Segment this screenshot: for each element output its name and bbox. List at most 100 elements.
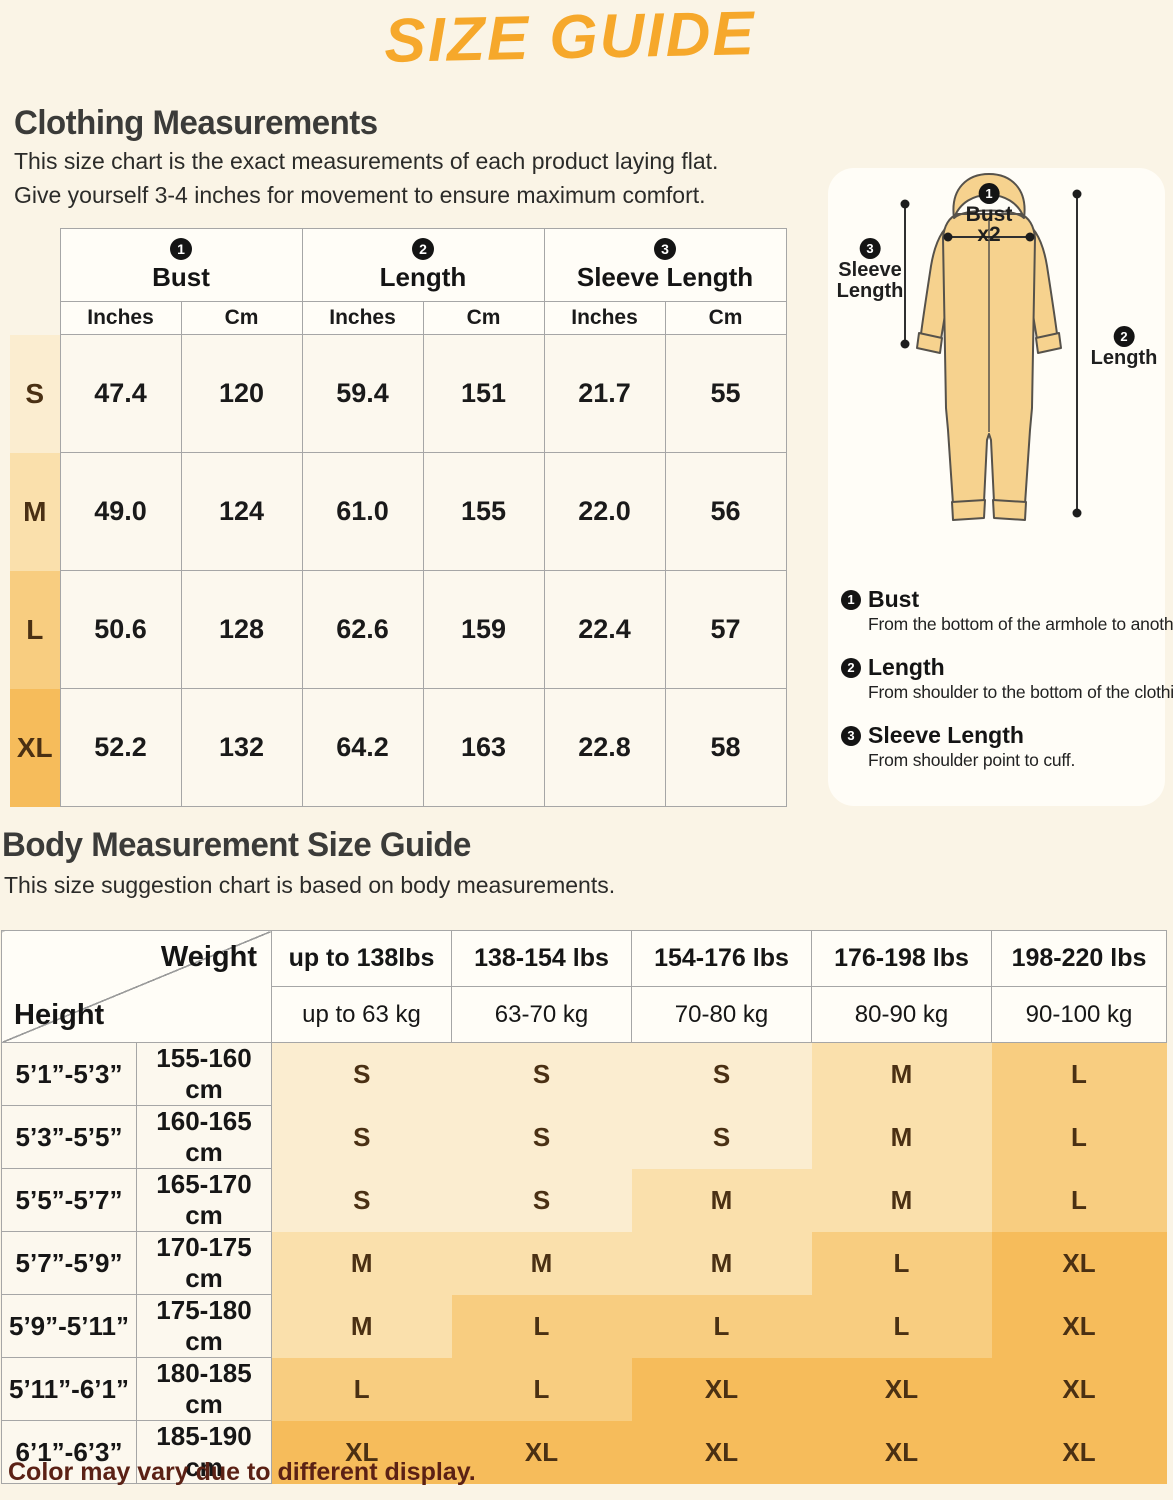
weight-kg-header-row: up to 63 kg 63-70 kg 70-80 kg 80-90 kg 9… xyxy=(2,986,1167,1043)
recommended-size-cell: S xyxy=(271,1105,452,1169)
clothing-section-heading: Clothing Measurements xyxy=(14,104,378,142)
table-row: 6’1”-6’3” 185-190 cm XL XL XL XL XL xyxy=(1,1420,1167,1484)
table-row-size-s: S 47.4 120 59.4 151 21.7 55 xyxy=(10,334,787,453)
recommended-size-cell: L xyxy=(811,1231,992,1295)
height-ft-cell: 5’7”-5’9” xyxy=(1,1231,137,1295)
recommended-size-cell: L xyxy=(451,1357,632,1421)
onesie-hood-rim xyxy=(953,209,1025,219)
recommended-size-cell: L xyxy=(991,1042,1167,1106)
table-row: 5’9”-5’11” 175-180 cm M L L L XL xyxy=(1,1294,1167,1358)
legend-item-sleeve-length: 3 Sleeve Length From shoulder point to c… xyxy=(841,722,1161,771)
number-badge-icon: 1 xyxy=(841,589,861,610)
measurement-value-cell: 56 xyxy=(664,452,787,571)
size-label-cell: XL xyxy=(10,688,60,807)
measurement-value-cell: 59.4 xyxy=(301,334,424,453)
recommended-size-cell: XL xyxy=(991,1294,1167,1358)
bust-label: Bust xyxy=(965,203,1013,226)
column-group-content: 3 Sleeve Length xyxy=(545,238,786,292)
clothing-section-description-line1: This size chart is the exact measurement… xyxy=(14,148,719,174)
unit-header-row: Inches Cm Inches Cm Inches Cm xyxy=(10,301,787,335)
onesie-diagram xyxy=(900,173,1082,521)
measurement-value-cell: 155 xyxy=(422,452,545,571)
legend-title: Sleeve Length xyxy=(868,722,1024,748)
legend-head: 3 Sleeve Length xyxy=(841,722,1161,749)
legend-head: 2 Length xyxy=(841,654,1161,681)
body-measurement-table: Weight Height up to 138lbs 138-154 lbs 1… xyxy=(1,930,1167,1484)
height-ft-cell: 5’5”-5’7” xyxy=(1,1168,137,1232)
sleeve-label-line2: Length xyxy=(836,280,904,302)
recommended-size-cell: S xyxy=(631,1105,812,1169)
number-badge-icon: 3 xyxy=(841,725,861,746)
recommended-size-cell: L xyxy=(811,1294,992,1358)
measurement-value-cell: 128 xyxy=(180,570,303,689)
recommended-size-cell: M xyxy=(811,1168,992,1232)
measurement-value-cell: 22.0 xyxy=(543,452,666,571)
measurement-value-cell: 57 xyxy=(664,570,787,689)
recommended-size-cell: XL xyxy=(991,1420,1167,1484)
recommended-size-cell: XL xyxy=(991,1231,1167,1295)
recommended-size-cell: M xyxy=(811,1105,992,1169)
recommended-size-cell: S xyxy=(271,1168,452,1232)
column-group-content: 2 Length xyxy=(303,238,544,292)
measurement-value-cell: 163 xyxy=(422,688,545,807)
table-row: 5’3”-5’5” 160-165 cm S S S M L xyxy=(1,1105,1167,1169)
legend-description: From the bottom of the armhole to anothe… xyxy=(868,614,1173,634)
legend-item-length: 2 Length From shoulder to the bottom of … xyxy=(841,654,1173,703)
weight-lbs-header-cell: 138-154 lbs xyxy=(451,930,632,987)
bust-multiplier: x2 xyxy=(977,223,1001,246)
weight-lbs-header-cell: 154-176 lbs xyxy=(631,930,812,987)
legend-title: Bust xyxy=(868,586,920,612)
sleeve-label-line1: Sleeve xyxy=(838,259,902,281)
height-cm-cell: 155-160 cm xyxy=(136,1042,272,1106)
recommended-size-cell: L xyxy=(991,1105,1167,1169)
column-group-sleeve-length: 3 Sleeve Length xyxy=(543,228,787,302)
height-cm-cell: 160-165 cm xyxy=(136,1105,272,1169)
recommended-size-cell: L xyxy=(451,1294,632,1358)
weight-lbs-header-cell: up to 138lbs xyxy=(271,930,452,987)
onesie-left-ankle-cuff xyxy=(951,499,986,521)
weight-kg-header-cell: 70-80 kg xyxy=(631,986,812,1043)
measurement-value-cell: 151 xyxy=(422,334,545,453)
recommended-size-cell: XL xyxy=(811,1357,992,1421)
length-label: Length xyxy=(1090,347,1158,369)
table-row: 5’11”-6’1” 180-185 cm L L XL XL XL xyxy=(1,1357,1167,1421)
measurement-legend: 1 Bust From the bottom of the armhole to… xyxy=(841,586,1173,790)
measurement-value-cell: 62.6 xyxy=(301,570,424,689)
legend-title: Length xyxy=(868,654,945,680)
weight-kg-header-cell: 90-100 kg xyxy=(991,986,1167,1043)
recommended-size-cell: S xyxy=(451,1105,632,1169)
body-section-heading: Body Measurement Size Guide xyxy=(2,826,471,864)
recommended-size-cell: XL xyxy=(271,1420,452,1484)
onesie-left-cuff xyxy=(916,332,943,354)
size-label-cell: S xyxy=(10,334,60,453)
recommended-size-cell: XL xyxy=(631,1357,812,1421)
table-row-size-xl: XL 52.2 132 64.2 163 22.8 58 xyxy=(10,688,787,807)
height-cm-cell: 165-170 cm xyxy=(136,1168,272,1232)
recommended-size-cell: L xyxy=(271,1357,452,1421)
unit-header-cell: Inches xyxy=(59,301,182,335)
legend-head: 1 Bust xyxy=(841,586,1161,613)
recommended-size-cell: S xyxy=(631,1042,812,1106)
weight-lbs-header-cell: 176-198 lbs xyxy=(811,930,992,987)
unit-header-cell: Cm xyxy=(664,301,787,335)
height-cm-cell: 185-190 cm xyxy=(136,1420,272,1484)
legend-description: From shoulder to the bottom of the cloth… xyxy=(868,682,1173,702)
table-row-size-m: M 49.0 124 61.0 155 22.0 56 xyxy=(10,452,787,571)
height-axis-label: Height xyxy=(14,999,105,1031)
unit-header-cell: Cm xyxy=(180,301,303,335)
weight-height-corner-cell: Weight Height xyxy=(1,930,272,1043)
recommended-size-cell: M xyxy=(811,1042,992,1106)
weight-kg-header-cell: 63-70 kg xyxy=(451,986,632,1043)
recommended-size-cell: M xyxy=(451,1231,632,1295)
footer-note: Color may vary due to different display. xyxy=(8,1458,476,1486)
measurement-value-cell: 52.2 xyxy=(59,688,182,807)
number-badge-icon: 1 xyxy=(978,183,1000,204)
recommended-size-cell: XL xyxy=(631,1420,812,1484)
weight-axis-label: Weight xyxy=(160,941,257,973)
unit-header-cell: Inches xyxy=(301,301,424,335)
measurement-value-cell: 49.0 xyxy=(59,452,182,571)
clothing-measurements-table: 1 Bust 2 Length 3 Sleeve Length Inches C… xyxy=(10,228,787,807)
recommended-size-cell: M xyxy=(271,1231,452,1295)
sleeve-length-diagram-label: 3 Sleeve Length xyxy=(836,238,904,302)
